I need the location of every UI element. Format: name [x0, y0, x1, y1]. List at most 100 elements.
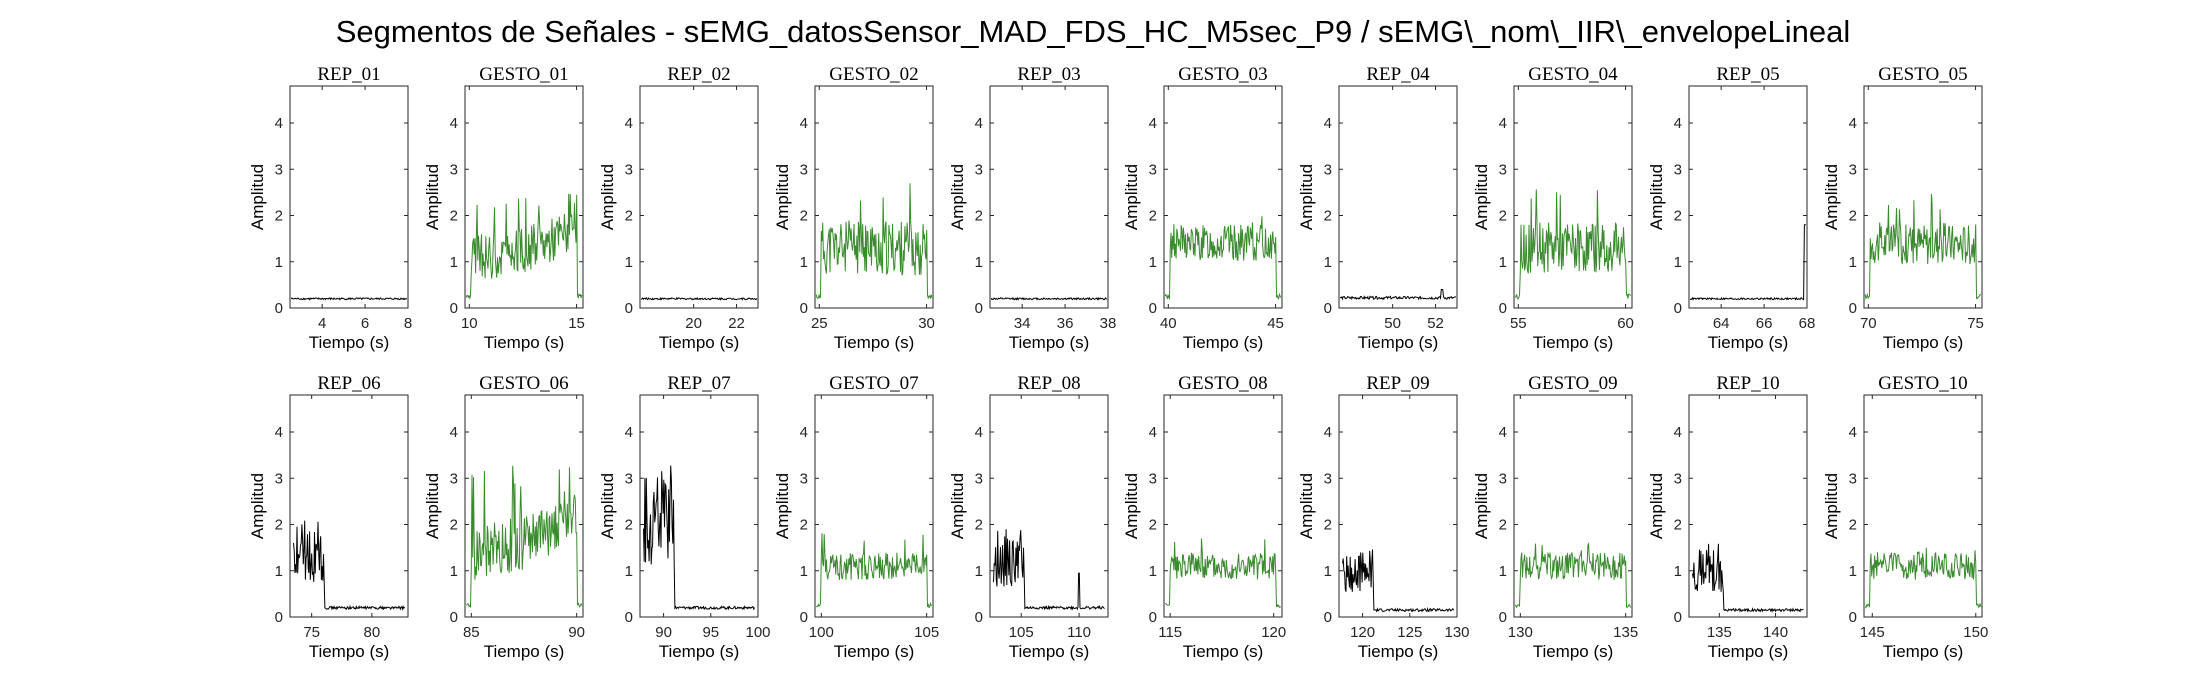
- signal-line-gesto: [1514, 189, 1632, 300]
- x-tick-label: 75: [1967, 315, 1984, 332]
- subplot-title: REP_05: [1716, 64, 1779, 85]
- x-axis-label: Tiempo (s): [834, 642, 915, 661]
- signal-line-gesto: [1864, 193, 1982, 301]
- axes-frame: [289, 85, 409, 309]
- y-tick-label: 1: [1674, 254, 1682, 271]
- x-tick-label: 120: [1261, 624, 1286, 641]
- y-tick-label: 3: [975, 161, 983, 178]
- y-tick-label: 1: [275, 563, 283, 580]
- subplot-title: GESTO_08: [1178, 373, 1267, 394]
- y-tick-label: 4: [1149, 115, 1157, 132]
- y-tick-label: 2: [1674, 208, 1682, 225]
- y-axis-label: Amplitud: [1472, 164, 1491, 230]
- x-axis-label: Tiempo (s): [484, 642, 565, 661]
- x-tick-label: 135: [1613, 624, 1638, 641]
- subplot-title: REP_06: [317, 373, 380, 394]
- y-axis-label: Amplitud: [1472, 473, 1491, 539]
- subplot-title: REP_09: [1366, 373, 1429, 394]
- y-tick-label: 0: [450, 300, 458, 317]
- signal-line-gesto: [466, 465, 583, 609]
- y-tick-label: 3: [800, 470, 808, 487]
- y-tick-label: 0: [1674, 300, 1682, 317]
- signal-line-gesto: [1514, 541, 1632, 609]
- signal-line-rep: [640, 296, 758, 301]
- y-tick-label: 3: [450, 470, 458, 487]
- y-tick-label: 3: [1849, 161, 1857, 178]
- x-axis-label: Tiempo (s): [1533, 333, 1614, 352]
- y-tick-label: 3: [275, 470, 283, 487]
- y-tick-label: 3: [1149, 470, 1157, 487]
- x-tick-label: 150: [1963, 624, 1988, 641]
- x-tick-label: 105: [1009, 624, 1034, 641]
- subplot-title: REP_03: [1017, 64, 1080, 85]
- x-axis-label: Tiempo (s): [1358, 642, 1439, 661]
- x-tick-label: 60: [1617, 315, 1634, 332]
- axes-frame: [1688, 85, 1808, 309]
- y-tick-label: 0: [275, 609, 283, 626]
- x-tick-label: 10: [461, 315, 478, 332]
- y-tick-label: 1: [975, 563, 983, 580]
- y-tick-label: 2: [975, 208, 983, 225]
- signal-line-gesto: [1164, 216, 1282, 301]
- x-axis-label: Tiempo (s): [1708, 642, 1789, 661]
- y-tick-label: 1: [1149, 254, 1157, 271]
- y-tick-label: 2: [1674, 517, 1682, 534]
- y-tick-label: 3: [975, 470, 983, 487]
- x-axis-label: Tiempo (s): [309, 333, 390, 352]
- y-tick-label: 2: [1324, 208, 1332, 225]
- y-tick-label: 0: [625, 300, 633, 317]
- axes-frame: [1338, 85, 1458, 309]
- figure-title: Segmentos de Señales - sEMG_datosSensor_…: [336, 14, 1851, 49]
- x-tick-label: 30: [918, 315, 935, 332]
- x-tick-label: 75: [303, 624, 320, 641]
- x-tick-label: 100: [809, 624, 834, 641]
- y-tick-label: 4: [800, 115, 808, 132]
- y-tick-label: 1: [450, 254, 458, 271]
- axes-frame: [639, 85, 759, 309]
- signal-line-rep: [993, 529, 1105, 611]
- y-axis-label: Amplitud: [1122, 164, 1141, 230]
- x-tick-label: 20: [685, 315, 702, 332]
- signal-line-rep: [1690, 224, 1806, 301]
- x-axis-label: Tiempo (s): [1533, 642, 1614, 661]
- subplot-rep-05: REP_05 0 1 2 3 4 64 66 68 Tiempo (s) Amplitud: [1647, 64, 1815, 352]
- y-tick-label: 1: [1324, 563, 1332, 580]
- y-tick-label: 4: [1499, 115, 1507, 132]
- y-tick-label: 2: [450, 517, 458, 534]
- y-tick-label: 1: [450, 563, 458, 580]
- subplot-title: GESTO_10: [1878, 373, 1967, 394]
- subplot-title: REP_10: [1716, 373, 1779, 394]
- signal-line-gesto: [816, 533, 933, 609]
- subplot-rep-07: REP_07 0 1 2 3 4 90 95 100 Tiempo (s) Amplitud: [598, 373, 771, 661]
- y-axis-label: Amplitud: [1297, 164, 1316, 230]
- y-tick-label: 0: [275, 300, 283, 317]
- y-tick-label: 4: [1324, 115, 1332, 132]
- signal-line-gesto: [815, 183, 933, 300]
- y-axis-label: Amplitud: [423, 164, 442, 230]
- x-tick-label: 115: [1158, 624, 1182, 641]
- y-tick-label: 4: [450, 115, 458, 132]
- y-axis-label: Amplitud: [948, 164, 967, 230]
- axes-frame: [1688, 394, 1808, 618]
- y-tick-label: 4: [975, 115, 983, 132]
- x-tick-label: 120: [1350, 624, 1375, 641]
- y-tick-label: 3: [1149, 161, 1157, 178]
- y-tick-label: 2: [1149, 208, 1157, 225]
- subplot-title: GESTO_09: [1528, 373, 1617, 394]
- y-axis-label: Amplitud: [948, 473, 967, 539]
- x-axis-label: Tiempo (s): [659, 642, 740, 661]
- y-tick-label: 2: [975, 517, 983, 534]
- x-axis-label: Tiempo (s): [659, 333, 740, 352]
- subplot-title: GESTO_03: [1178, 64, 1267, 85]
- x-axis-label: Tiempo (s): [1883, 333, 1964, 352]
